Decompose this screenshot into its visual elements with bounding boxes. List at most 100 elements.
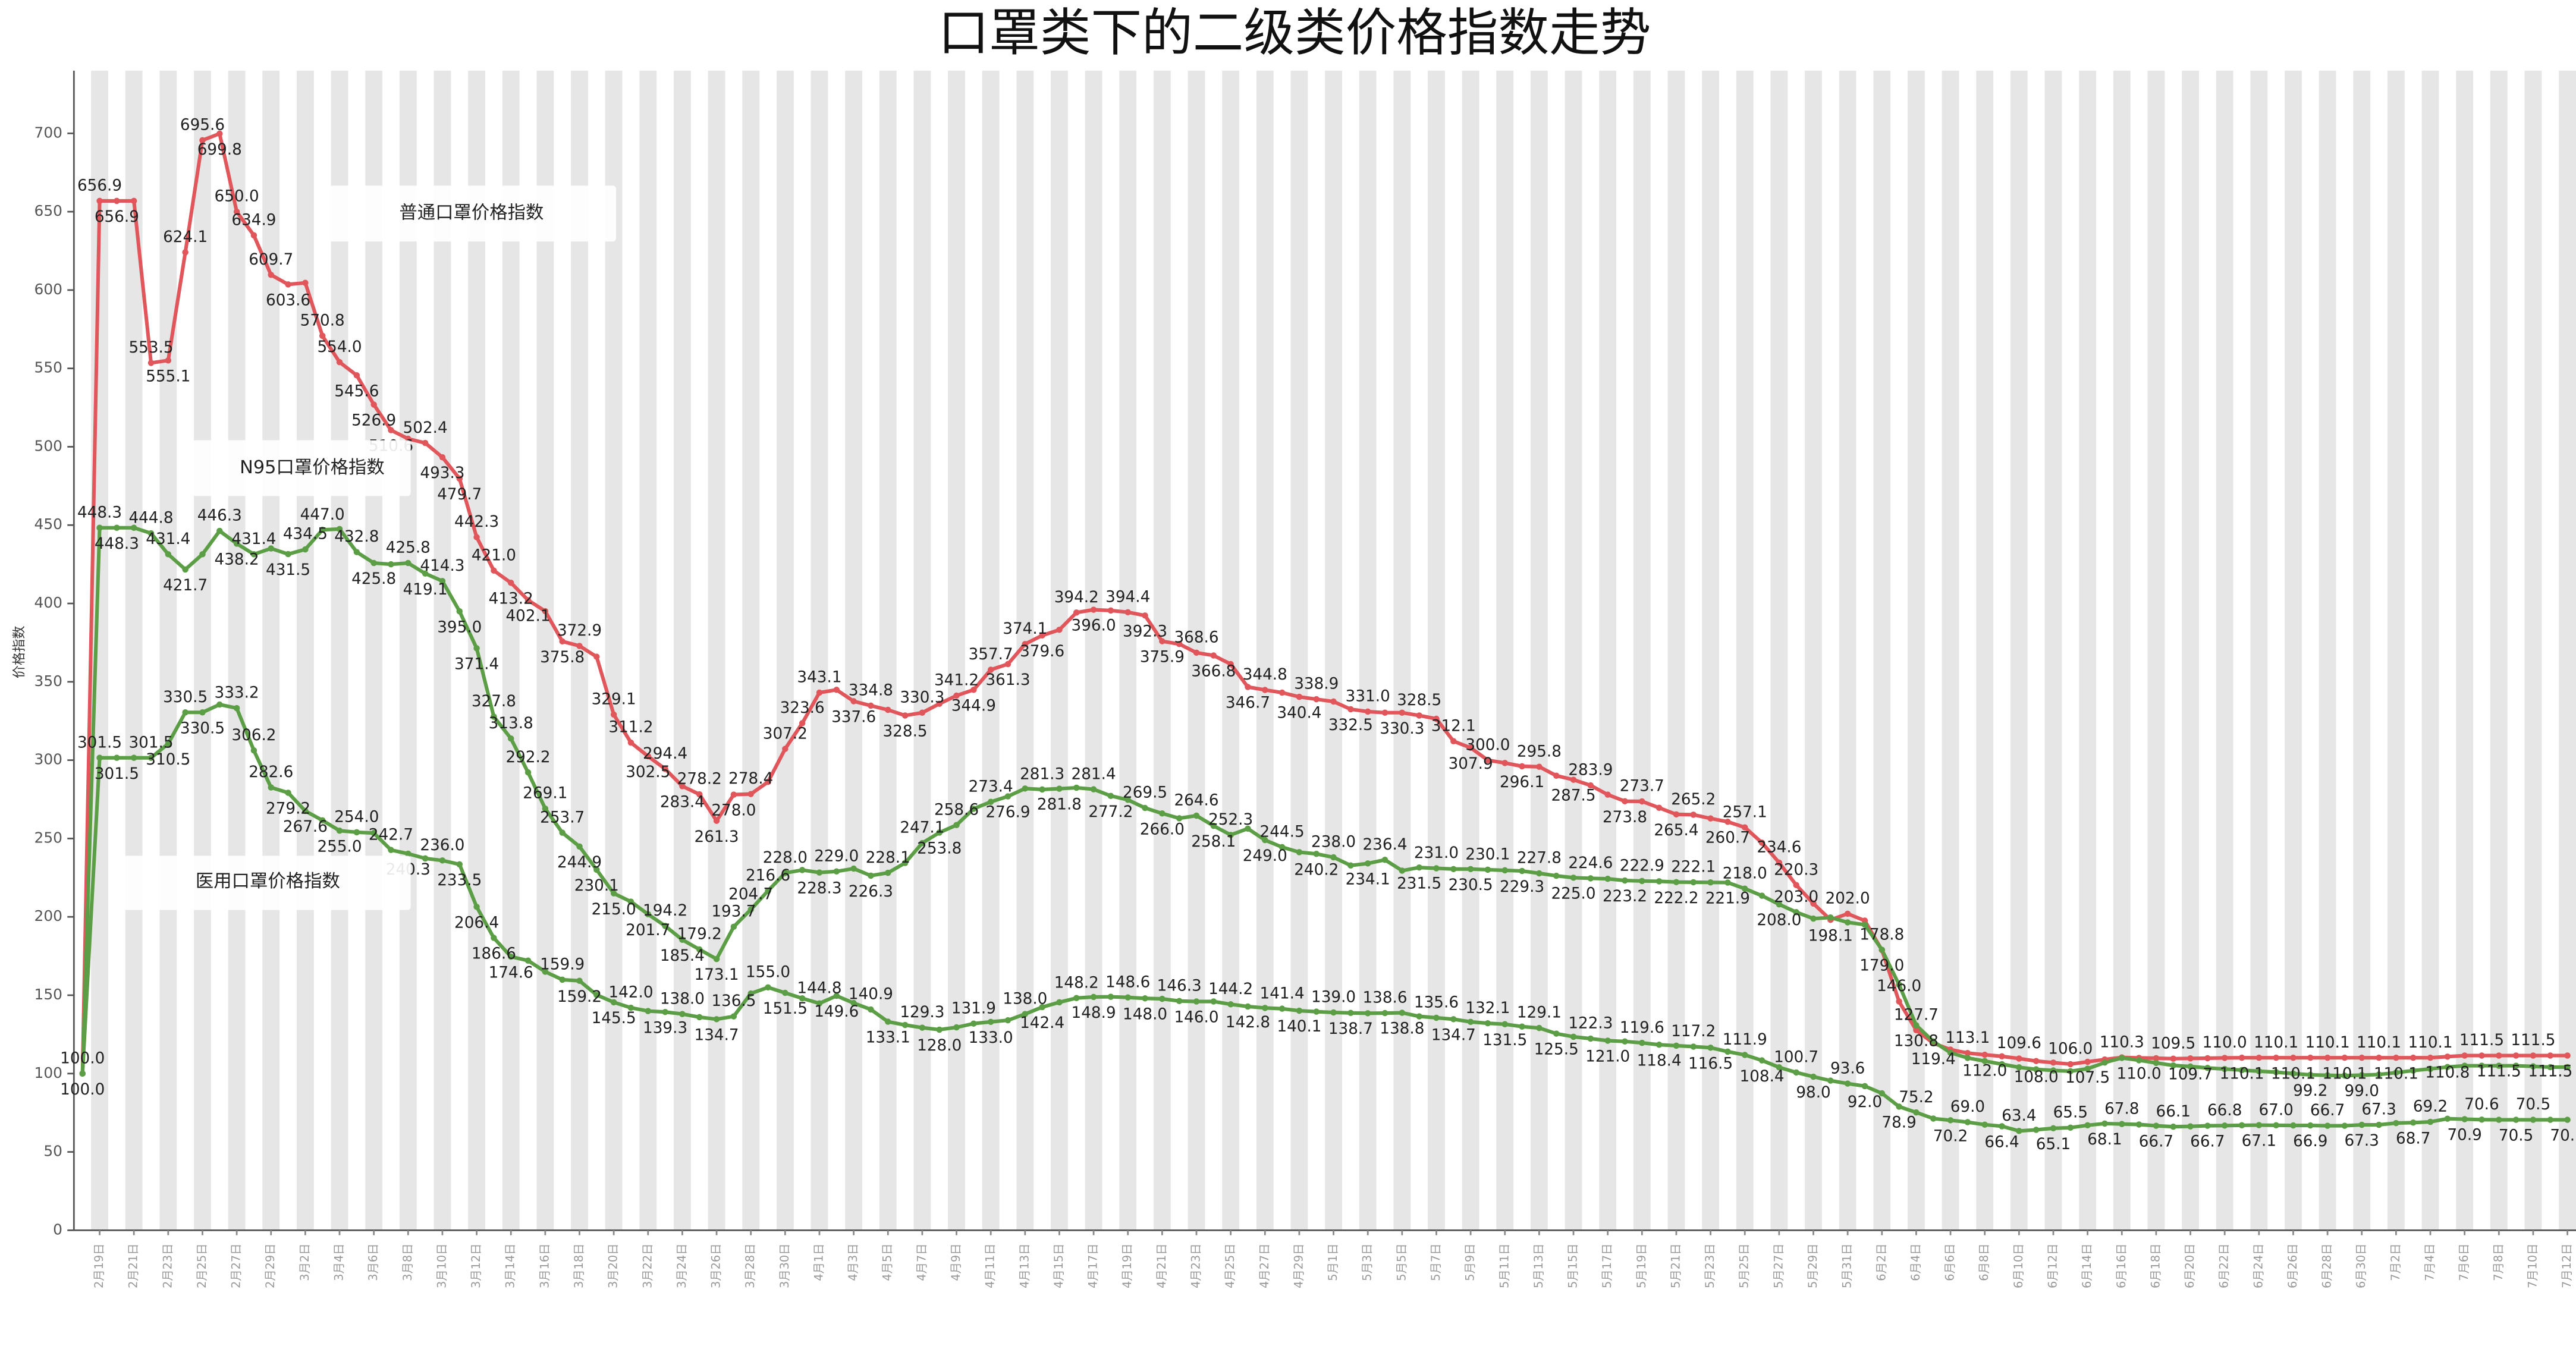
data-label: 267.6	[283, 818, 328, 836]
point	[1964, 1119, 1971, 1125]
data-label: 328.5	[1397, 691, 1441, 709]
data-label: 65.1	[2036, 1136, 2071, 1153]
point	[1347, 706, 1354, 713]
point	[1210, 652, 1217, 659]
y-tick-label: 700	[34, 124, 62, 141]
data-label: 68.1	[2087, 1131, 2122, 1149]
label-box	[192, 440, 411, 496]
data-label: 110.0	[2203, 1034, 2247, 1052]
point	[1793, 882, 1799, 888]
data-label: 329.1	[592, 691, 636, 709]
point	[96, 197, 103, 205]
data-label: 554.0	[317, 338, 362, 356]
split-area	[2250, 70, 2268, 1231]
point	[422, 570, 429, 577]
point	[2393, 1054, 2399, 1061]
point	[542, 805, 549, 812]
data-label: 222.2	[1654, 889, 1698, 907]
data-label: 327.8	[472, 693, 516, 710]
point	[1313, 851, 1320, 857]
data-label: 323.6	[780, 699, 825, 717]
point	[1347, 1009, 1354, 1017]
data-label: 148.9	[1072, 1004, 1116, 1022]
point	[2393, 1069, 2399, 1076]
x-tick-label: 3月4日	[332, 1243, 346, 1281]
point	[1484, 866, 1491, 873]
data-label: 108.0	[2014, 1068, 2059, 1086]
data-label: 223.2	[1603, 888, 1647, 905]
data-label: 78.9	[1881, 1114, 1916, 1132]
point	[250, 232, 257, 239]
point	[233, 540, 240, 547]
data-label: 334.8	[849, 682, 893, 700]
point	[885, 706, 891, 713]
data-label: 444.8	[128, 509, 173, 527]
x-tick-label: 2月25日	[195, 1243, 209, 1288]
point	[2530, 1052, 2537, 1059]
data-label: 112.0	[1962, 1062, 2007, 1080]
split-area	[1119, 70, 1137, 1231]
point	[2564, 1052, 2571, 1059]
x-tick-label: 5月27日	[1771, 1243, 1785, 1288]
x-tick-label: 6月10日	[2012, 1243, 2025, 1288]
point	[1655, 1042, 1663, 1048]
data-label: 108.4	[1740, 1068, 1785, 1086]
point	[302, 546, 309, 553]
point	[2461, 1052, 2468, 1059]
point	[1193, 812, 1200, 819]
data-label: 264.6	[1174, 792, 1218, 810]
point	[953, 1024, 960, 1031]
data-label: 122.3	[1568, 1015, 1613, 1033]
x-tick-label: 7月12日	[2560, 1243, 2574, 1288]
split-area	[1256, 70, 1274, 1231]
point	[1604, 875, 1611, 882]
data-label: 371.4	[454, 656, 499, 674]
data-label: 361.3	[985, 671, 1030, 689]
x-tick-label: 5月13日	[1532, 1243, 1545, 1288]
point	[1519, 763, 1525, 770]
point	[1536, 763, 1543, 770]
point	[216, 527, 223, 534]
data-label: 328.5	[883, 723, 928, 741]
data-label: 100.7	[1774, 1049, 1818, 1067]
split-area	[1462, 70, 1479, 1231]
point	[1176, 998, 1183, 1005]
data-label: 228.1	[866, 849, 910, 867]
data-label: 100.0	[60, 1081, 105, 1099]
data-label: 141.4	[1260, 985, 1305, 1002]
data-label: 111.9	[1723, 1031, 1767, 1049]
point	[1741, 885, 1748, 892]
y-tick-label: 350	[34, 672, 62, 690]
series-label: 医用口罩价格指数	[123, 856, 411, 910]
point	[2290, 1122, 2297, 1129]
point	[765, 779, 771, 785]
point	[1793, 1069, 1799, 1076]
point	[1947, 1117, 1954, 1124]
x-tick-label: 3月20日	[607, 1243, 620, 1288]
point	[1056, 999, 1063, 1006]
point	[850, 999, 857, 1007]
x-tick-label: 6月28日	[2320, 1243, 2334, 1288]
point	[1090, 993, 1097, 1001]
data-label: 265.2	[1671, 791, 1716, 809]
point	[1039, 786, 1045, 793]
point	[1673, 879, 1680, 885]
point	[1913, 1022, 1920, 1029]
data-label: 216.6	[746, 867, 790, 885]
point	[1090, 786, 1097, 792]
data-label: 332.5	[1328, 716, 1373, 734]
data-label: 111.5	[2459, 1031, 2504, 1049]
point	[2478, 1052, 2485, 1059]
point	[473, 645, 480, 652]
data-label: 254.0	[334, 809, 379, 826]
point	[268, 545, 274, 552]
data-label: 229.0	[814, 847, 859, 865]
data-label: 67.3	[2345, 1132, 2379, 1150]
point	[524, 769, 532, 776]
data-label: 231.5	[1397, 875, 1441, 892]
data-label: 368.6	[1174, 628, 1218, 646]
x-tick-label: 5月17日	[1600, 1243, 1614, 1288]
point	[2307, 1071, 2314, 1078]
split-area	[845, 70, 863, 1231]
data-label: 146.0	[1877, 977, 1921, 995]
